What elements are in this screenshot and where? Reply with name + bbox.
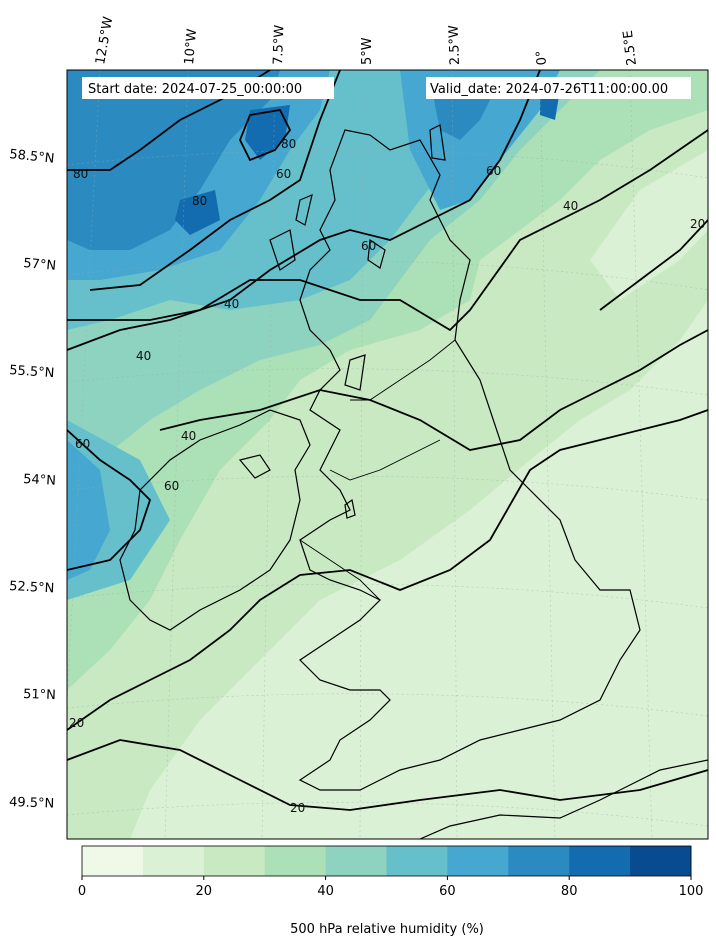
colorbar-swatch xyxy=(508,846,570,876)
lon-label: 7.5°W xyxy=(271,24,287,65)
contour-20 xyxy=(599,219,708,311)
contour-label: 20 xyxy=(290,801,305,815)
contour-20 xyxy=(67,739,708,811)
colorbar-tick-label: 20 xyxy=(196,884,213,899)
contour-label: 40 xyxy=(136,349,151,363)
valid-date-text: Valid_date: 2024-07-26T11:00:00.00 xyxy=(430,82,668,97)
graticule xyxy=(67,70,708,839)
lon-label: 5°W xyxy=(360,37,375,65)
contour-60 xyxy=(67,429,152,571)
contour-label-group: 80 80 80 60 60 60 60 40 40 40 40 20 20 2… xyxy=(69,137,705,815)
contour-label: 80 xyxy=(192,194,207,208)
map-frame xyxy=(66,69,709,840)
contour-label: 40 xyxy=(181,429,196,443)
lat-label: 55.5°N xyxy=(9,363,55,381)
great-britain-coastline xyxy=(298,129,641,791)
valid-date-box xyxy=(426,77,691,99)
contour-label: 60 xyxy=(164,479,179,493)
contour-label: 60 xyxy=(361,239,376,253)
contour-60 xyxy=(67,70,541,351)
contour-label: 60 xyxy=(276,167,291,181)
map-panel: Start date: 2024-07-25_00:00:00 Valid_da… xyxy=(67,70,708,839)
lon-label: 2.5°W xyxy=(447,25,463,66)
colorbar-swatch xyxy=(569,846,631,876)
colorbar-tick-label: 80 xyxy=(561,884,578,899)
france-coastline xyxy=(419,759,708,839)
colorbar-tick-label: 0 xyxy=(78,884,86,899)
colorbar-swatch xyxy=(203,846,266,876)
contour-label: 40 xyxy=(224,297,239,311)
lat-label: 49.5°N xyxy=(9,795,55,812)
contour-40 xyxy=(159,329,708,451)
colorbar-swatch xyxy=(264,846,327,876)
lon-label: 2.5°E xyxy=(621,29,640,66)
coastlines xyxy=(119,124,708,839)
colorbar-tick-label: 60 xyxy=(439,884,456,899)
lat-label: 58.5°N xyxy=(9,147,55,167)
colorbar-swatch xyxy=(386,846,448,876)
contour-label: 40 xyxy=(563,199,578,213)
colorbar-swatch xyxy=(325,846,387,876)
colorbar-swatch xyxy=(82,846,144,876)
colorbar-swatch xyxy=(447,846,509,876)
contour-label: 80 xyxy=(73,167,88,181)
latitude-labels: 58.5°N 57°N 55.5°N 54°N 52.5°N 51°N 49.5… xyxy=(9,147,57,812)
humidity-fill-70-80 xyxy=(67,70,500,250)
colorbar-ticks: 0 20 40 60 80 100 xyxy=(78,876,704,899)
ireland-coastline xyxy=(119,409,311,631)
lat-label: 52.5°N xyxy=(9,579,55,596)
contour-label: 80 xyxy=(281,137,296,151)
contour-20 xyxy=(67,409,708,731)
colorbar: 0 20 40 60 80 100 500 hPa relative humidity (… xyxy=(78,845,704,937)
contour-80 xyxy=(89,70,341,291)
colorbar-swatch xyxy=(630,846,692,876)
colorbar-title: 500 hPa relative humidity (%) xyxy=(290,922,484,937)
lat-label: 51°N xyxy=(23,687,56,703)
colorbar-frame xyxy=(81,845,692,877)
colorbar-swatch xyxy=(142,846,205,876)
contour-40 xyxy=(67,129,708,332)
colorbar-tick-label: 40 xyxy=(317,884,334,899)
contour-label: 20 xyxy=(69,716,84,730)
start-date-box xyxy=(82,77,334,99)
contour-label: 60 xyxy=(486,164,501,178)
lat-label: 54°N xyxy=(23,472,57,489)
colorbar-tick-label: 100 xyxy=(679,884,704,899)
lon-label: 10°W xyxy=(182,28,200,65)
humidity-fill-80-90 xyxy=(175,90,560,235)
lon-label: 12.5°W xyxy=(93,15,116,65)
humidity-fill-10-20 xyxy=(130,150,708,839)
lon-label: 0° xyxy=(534,50,550,66)
contour-label: 20 xyxy=(690,217,705,231)
contour-80 xyxy=(239,109,292,162)
start-date-text: Start date: 2024-07-25_00:00:00 xyxy=(88,82,302,97)
contours xyxy=(67,70,708,811)
contour-label: 60 xyxy=(75,437,90,451)
lat-label: 57°N xyxy=(23,256,57,274)
longitude-labels: 12.5°W 10°W 7.5°W 5°W 2.5°W 0° 2.5°E xyxy=(93,15,640,66)
colorbar-swatches xyxy=(82,846,692,876)
